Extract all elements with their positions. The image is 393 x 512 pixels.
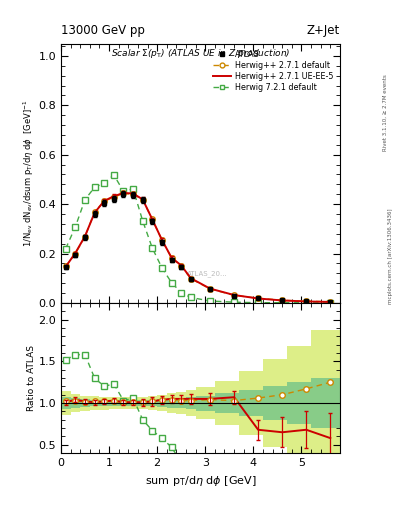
- Text: 13000 GeV pp: 13000 GeV pp: [61, 24, 145, 37]
- Text: Z+Jet: Z+Jet: [307, 24, 340, 37]
- Text: Scalar $\Sigma$(p$_{\sf T}$) (ATLAS UE in Z production): Scalar $\Sigma$(p$_{\sf T}$) (ATLAS UE i…: [111, 48, 290, 60]
- X-axis label: sum p$_{\sf T}$/d$\eta$ d$\phi$ [GeV]: sum p$_{\sf T}$/d$\eta$ d$\phi$ [GeV]: [145, 474, 256, 487]
- Y-axis label: Ratio to ATLAS: Ratio to ATLAS: [26, 345, 35, 411]
- Y-axis label: 1/N$_{\sf ev}$ dN$_{\sf ev}$/dsum p$_{\sf T}$/d$\eta$ d$\phi$  [GeV]$^{-1}$: 1/N$_{\sf ev}$ dN$_{\sf ev}$/dsum p$_{\s…: [21, 99, 35, 247]
- Text: Rivet 3.1.10, ≥ 2.7M events: Rivet 3.1.10, ≥ 2.7M events: [383, 74, 387, 151]
- Text: ATLAS_20...: ATLAS_20...: [187, 270, 227, 277]
- Text: mcplots.cern.ch [arXiv:1306.3436]: mcplots.cern.ch [arXiv:1306.3436]: [388, 208, 393, 304]
- Legend: ATLAS, Herwig++ 2.7.1 default, Herwig++ 2.7.1 UE-EE-5, Herwig 7.2.1 default: ATLAS, Herwig++ 2.7.1 default, Herwig++ …: [211, 48, 336, 94]
